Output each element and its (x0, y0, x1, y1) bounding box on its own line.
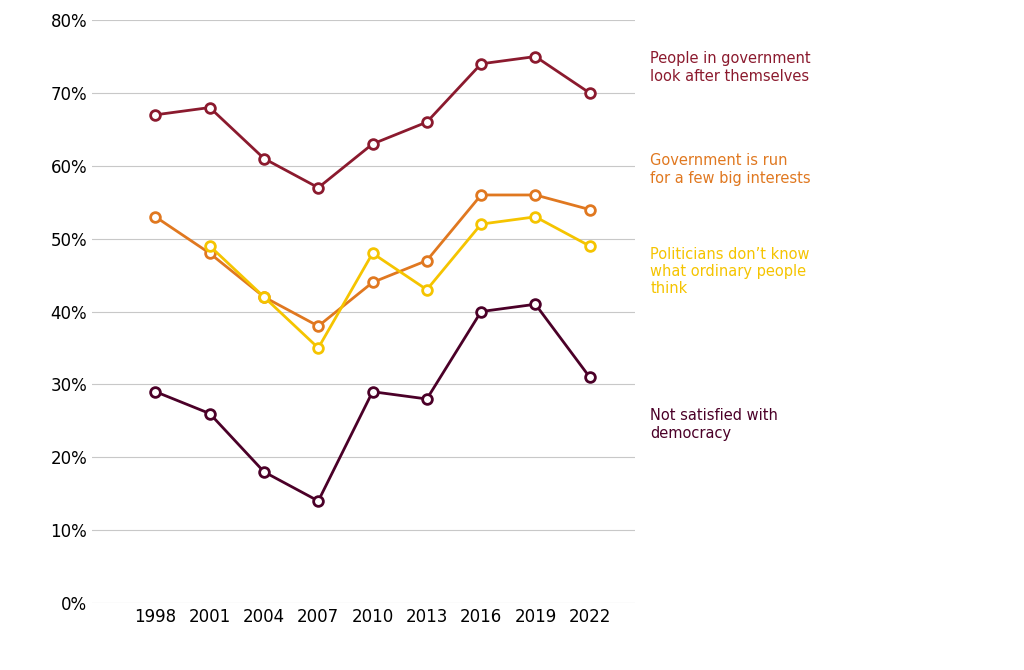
Text: Not satisfied with
democracy: Not satisfied with democracy (650, 408, 778, 441)
Text: People in government
look after themselves: People in government look after themselv… (650, 52, 811, 84)
Text: Politicians don’t know
what ordinary people
think: Politicians don’t know what ordinary peo… (650, 247, 810, 296)
Text: Government is run
for a few big interests: Government is run for a few big interest… (650, 153, 811, 186)
